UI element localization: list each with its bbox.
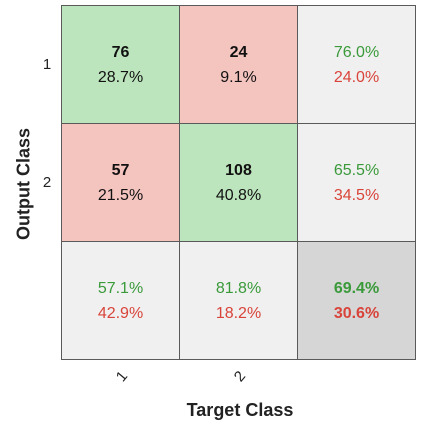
column-tick-label: 1 <box>112 367 132 386</box>
confusion-matrix: 76 28.7% 24 9.1% 76.0% 24.0% 57 21.5% 10… <box>61 5 416 360</box>
cell-count: 108 <box>225 161 252 179</box>
matrix-cell: 76 28.7% <box>61 5 180 124</box>
cell-count: 76 <box>111 43 130 61</box>
column-summary-cell: 81.8% 18.2% <box>179 241 298 360</box>
incorrect-percent: 18.2% <box>215 304 262 322</box>
overall-accuracy-cell: 69.4% 30.6% <box>297 241 416 360</box>
column-summary-cell: 57.1% 42.9% <box>61 241 180 360</box>
row-tick-label: 2 <box>42 174 52 191</box>
cell-count: 57 <box>111 161 130 179</box>
row-summary-cell: 76.0% 24.0% <box>297 5 416 124</box>
x-axis-label: Target Class <box>186 400 294 420</box>
correct-percent: 76.0% <box>333 43 380 61</box>
row-summary-cell: 65.5% 34.5% <box>297 123 416 242</box>
correct-percent: 57.1% <box>97 279 144 297</box>
correct-percent: 81.8% <box>215 279 262 297</box>
overall-incorrect-percent: 30.6% <box>333 304 380 322</box>
cell-percent: 9.1% <box>220 68 257 86</box>
incorrect-percent: 42.9% <box>97 304 144 322</box>
cell-count: 24 <box>229 43 248 61</box>
matrix-cell: 24 9.1% <box>179 5 298 124</box>
cell-percent: 40.8% <box>215 186 262 204</box>
matrix-cell: 57 21.5% <box>61 123 180 242</box>
row-tick-label: 1 <box>42 56 52 73</box>
cell-percent: 28.7% <box>97 68 144 86</box>
incorrect-percent: 34.5% <box>333 186 380 204</box>
incorrect-percent: 24.0% <box>333 68 380 86</box>
overall-correct-percent: 69.4% <box>333 279 380 297</box>
cell-percent: 21.5% <box>97 186 144 204</box>
y-axis-label: Output Class <box>13 127 34 241</box>
matrix-cell: 108 40.8% <box>179 123 298 242</box>
correct-percent: 65.5% <box>333 161 380 179</box>
column-tick-label: 2 <box>230 367 250 386</box>
